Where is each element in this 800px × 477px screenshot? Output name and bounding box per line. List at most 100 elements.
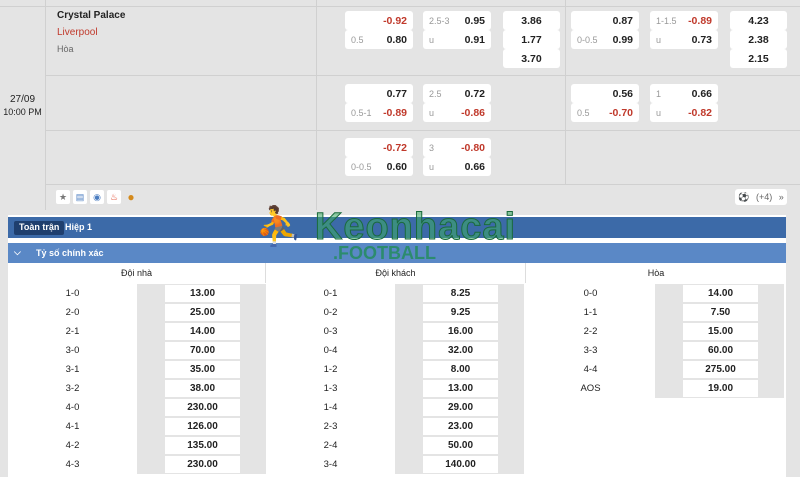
score-row: 2-4 50.00 [266, 436, 524, 455]
odds-value: 0.87 [612, 14, 633, 27]
draw-label: Hòa [57, 44, 74, 54]
score-label: 0-4 [323, 345, 338, 356]
1x2-odds[interactable]: 2.38 [730, 30, 787, 49]
score-label: 1-4 [323, 402, 338, 413]
score-odds-button[interactable]: 60.00 [683, 342, 758, 359]
score-label: 1-3 [323, 383, 338, 394]
odds-value: 3.70 [521, 52, 542, 65]
under-odds[interactable]: u 0.91 [423, 30, 491, 49]
odds-value: 0.99 [612, 33, 633, 46]
more-count: (+4) [755, 192, 773, 202]
tab-first-half[interactable]: Hiệp 1 [65, 222, 93, 232]
score-odds-button[interactable]: 8.00 [423, 361, 498, 378]
coin-icon[interactable]: ● [127, 190, 135, 204]
score-odds-button[interactable]: 13.00 [423, 380, 498, 397]
odds-line: u [656, 34, 662, 45]
ball-icon: ⚽ [738, 191, 750, 202]
odds-value: -0.89 [383, 106, 407, 119]
handicap-away-odds[interactable]: 0.5-1 -0.89 [345, 103, 413, 122]
score-odds-button[interactable]: 16.00 [423, 323, 498, 340]
score-label: AOS [580, 383, 601, 394]
1x2-odds[interactable]: 1.77 [503, 30, 560, 49]
odds-value: 2.38 [748, 33, 769, 46]
star-icon[interactable]: ★ [56, 190, 70, 204]
score-label: 2-1 [65, 326, 80, 337]
odds-value: -0.92 [383, 14, 407, 27]
handicap-home-odds[interactable]: -0.92 [345, 11, 413, 30]
score-row: 1-3 13.00 [266, 379, 524, 398]
score-odds-button[interactable]: 70.00 [165, 342, 240, 359]
away-team[interactable]: Liverpool [57, 27, 98, 38]
score-odds-button[interactable]: 7.50 [683, 304, 758, 321]
section-header[interactable]: ⌵ Tỷ số chính xác [8, 243, 786, 263]
odds-value: 0.66 [464, 160, 485, 173]
score-odds-button[interactable]: 13.00 [165, 285, 240, 302]
score-row: 2-3 23.00 [266, 417, 524, 436]
over-odds[interactable]: 2.5-3 0.95 [423, 11, 491, 30]
handicap-home-odds[interactable]: 0.87 [571, 11, 639, 30]
score-odds-button[interactable]: 15.00 [683, 323, 758, 340]
handicap-away-odds[interactable]: 0.5 0.80 [345, 30, 413, 49]
score-odds-button[interactable]: 230.00 [165, 399, 240, 416]
score-odds-button[interactable]: 38.00 [165, 380, 240, 397]
score-odds-button[interactable]: 29.00 [423, 399, 498, 416]
odds-value: 0.80 [386, 33, 407, 46]
handicap-away-odds[interactable]: 0-0.5 0.60 [345, 157, 413, 176]
under-odds[interactable]: u -0.82 [650, 103, 718, 122]
over-odds[interactable]: 3 -0.80 [423, 138, 491, 157]
match-date: 27/09 [9, 94, 36, 105]
score-odds-button[interactable]: 32.00 [423, 342, 498, 359]
score-row: 3-1 35.00 [8, 360, 266, 379]
odds-value: -0.70 [609, 106, 633, 119]
chevron-down-icon: ⌵ [14, 247, 21, 257]
stats-icon[interactable]: ▤ [73, 190, 87, 204]
handicap-home-odds[interactable]: -0.72 [345, 138, 413, 157]
handicap-home-odds[interactable]: 0.56 [571, 84, 639, 103]
handicap-away-odds[interactable]: 0.5 -0.70 [571, 103, 639, 122]
score-odds-button[interactable]: 14.00 [683, 285, 758, 302]
under-odds[interactable]: u -0.86 [423, 103, 491, 122]
1x2-odds[interactable]: 3.86 [503, 11, 560, 30]
under-odds[interactable]: u 0.66 [423, 157, 491, 176]
odds-value: -0.72 [383, 141, 407, 154]
1x2-odds[interactable]: 2.15 [730, 49, 787, 68]
odds-value: 0.73 [691, 33, 712, 46]
1x2-odds[interactable]: 4.23 [730, 11, 787, 30]
score-odds-button[interactable]: 126.00 [165, 418, 240, 435]
score-label: 2-0 [65, 307, 80, 318]
over-odds[interactable]: 2.5 0.72 [423, 84, 491, 103]
eye-icon[interactable]: ◉ [90, 190, 104, 204]
over-odds[interactable]: 1 0.66 [650, 84, 718, 103]
score-label: 0-1 [323, 288, 338, 299]
score-label: 1-2 [323, 364, 338, 375]
1x2-odds[interactable]: 3.70 [503, 49, 560, 68]
under-odds[interactable]: u 0.73 [650, 30, 718, 49]
score-odds-button[interactable]: 275.00 [683, 361, 758, 378]
handicap-home-odds[interactable]: 0.77 [345, 84, 413, 103]
odds-value: 0.77 [386, 87, 407, 100]
score-odds-button[interactable]: 19.00 [683, 380, 758, 397]
handicap-away-odds[interactable]: 0-0.5 0.99 [571, 30, 639, 49]
score-odds-button[interactable]: 9.25 [423, 304, 498, 321]
score-odds-button[interactable]: 230.00 [165, 456, 240, 473]
score-odds-button[interactable]: 50.00 [423, 437, 498, 454]
score-odds-button[interactable]: 23.00 [423, 418, 498, 435]
score-label: 0-3 [323, 326, 338, 337]
more-markets-button[interactable]: ⚽ (+4) » [735, 189, 787, 205]
odds-line: 0-0.5 [351, 161, 372, 172]
score-odds-button[interactable]: 140.00 [423, 456, 498, 473]
home-team[interactable]: Crystal Palace [57, 10, 126, 21]
score-odds-button[interactable]: 25.00 [165, 304, 240, 321]
odds-line: u [429, 34, 435, 45]
chevron-down-icon: » [778, 192, 784, 202]
score-odds-button[interactable]: 135.00 [165, 437, 240, 454]
score-odds-button[interactable]: 35.00 [165, 361, 240, 378]
odds-line: 1 [656, 88, 662, 99]
score-odds-button[interactable]: 8.25 [423, 285, 498, 302]
score-label: 0-2 [323, 307, 338, 318]
over-odds[interactable]: 1-1.5 -0.89 [650, 11, 718, 30]
score-label: 3-0 [65, 345, 80, 356]
tab-full-match[interactable]: Toàn trận [14, 221, 65, 235]
fire-icon[interactable]: ♨ [107, 190, 121, 204]
score-odds-button[interactable]: 14.00 [165, 323, 240, 340]
